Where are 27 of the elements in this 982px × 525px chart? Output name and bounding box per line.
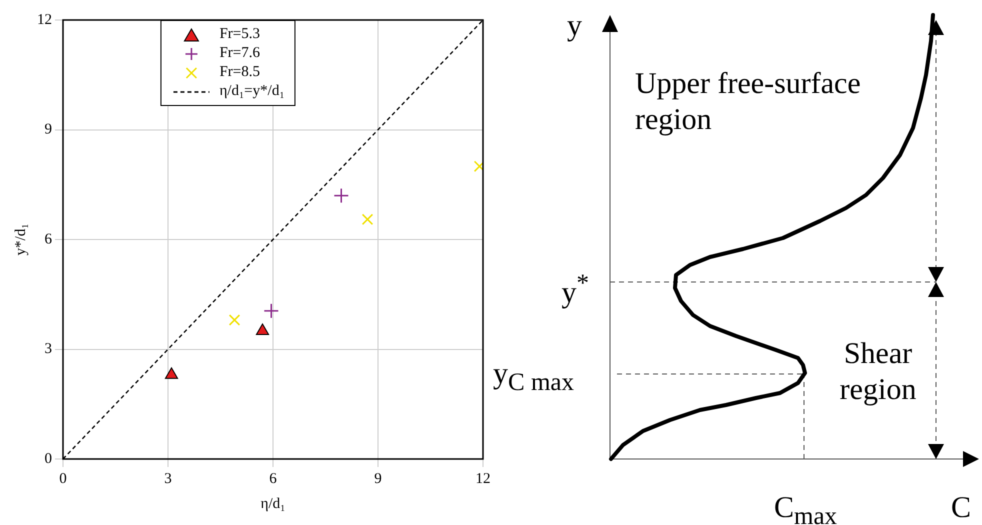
text: y$_{C max}$	[493, 356, 574, 398]
y-axis-title: y*/d₁	[12, 224, 29, 256]
x-axis-title: η/d₁	[260, 496, 286, 512]
text: C	[951, 490, 972, 525]
legend-label: Fr=7.6	[219, 44, 260, 63]
x-tick-label: 9	[374, 470, 382, 487]
point	[264, 303, 279, 319]
legend-label: Fr=5.3	[219, 25, 260, 44]
x-tick-label: 12	[476, 470, 490, 487]
y-tick-label: 12	[37, 12, 52, 28]
y-tick-label: 9	[44, 122, 52, 138]
legend-label: Fr=8.5	[219, 63, 260, 82]
x-tick-label: 0	[59, 470, 67, 487]
text: y$^{*}$	[562, 269, 589, 311]
point	[362, 214, 374, 226]
y-tick-label: 3	[44, 341, 52, 358]
point	[228, 314, 240, 326]
y-tick-label: 6	[44, 231, 52, 248]
text: C$_{max}$	[774, 490, 838, 525]
y-tick-label: 0	[44, 450, 52, 467]
point	[334, 188, 349, 204]
text: y	[567, 8, 582, 44]
point	[256, 323, 270, 335]
x-tick-label: 3	[164, 470, 172, 487]
legend-label: η/d₁=y*/d₁	[219, 82, 285, 101]
x-tick-label: 6	[269, 470, 278, 487]
point	[164, 367, 178, 379]
